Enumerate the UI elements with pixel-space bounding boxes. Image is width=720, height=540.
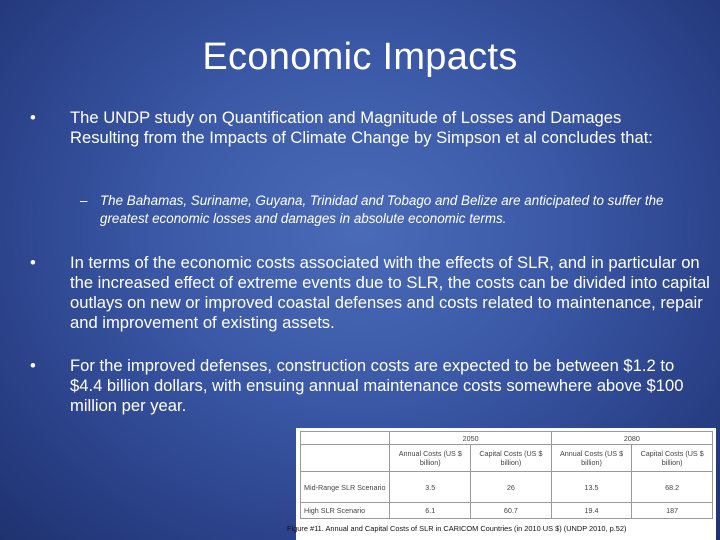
table-cell: 13.5 xyxy=(550,471,633,503)
column-header: Capital Costs (US $ billion) xyxy=(470,444,552,472)
table-cell: 68.2 xyxy=(631,471,713,503)
year-2050-header: 2050 xyxy=(389,431,552,445)
bullet-marker: • xyxy=(30,253,36,272)
table-cell: 60.7 xyxy=(470,502,552,519)
table-cell: 26 xyxy=(470,471,552,503)
table-header-row: Annual Costs (US $ billion) Capital Cost… xyxy=(299,444,713,472)
sub-bullet-marker: – xyxy=(80,193,88,208)
table-header-blank xyxy=(299,444,391,472)
slide-title: Economic Impacts xyxy=(202,36,518,78)
table-cell: 6.1 xyxy=(389,502,472,519)
costs-table: 2050 2080 Annual Costs (US $ billion) Ca… xyxy=(299,431,714,519)
row-label: Mid-Range SLR Scenario xyxy=(299,471,391,503)
table-corner-cell xyxy=(299,431,391,445)
sub-bullet-text: The Bahamas, Suriname, Guyana, Trinidad … xyxy=(100,193,664,226)
column-header: Capital Costs (US $ billion) xyxy=(631,444,713,472)
table-cell: 3.5 xyxy=(389,471,472,503)
bullet-marker: • xyxy=(30,356,36,375)
year-2080-header: 2080 xyxy=(550,431,714,445)
table-cell: 19.4 xyxy=(550,502,633,519)
table-row: Mid-Range SLR Scenario 3.5 26 13.5 68.2 xyxy=(299,471,713,503)
row-label: High SLR Scenario xyxy=(299,502,391,519)
table-row: High SLR Scenario 6.1 60.7 19.4 187 xyxy=(299,502,713,519)
bullet-text: For the improved defenses, construction … xyxy=(70,356,684,415)
slr-costs-table: 2050 2080 Annual Costs (US $ billion) Ca… xyxy=(296,428,716,540)
figure-caption: Figure #11. Annual and Capital Costs of … xyxy=(287,524,627,533)
column-header: Annual Costs (US $ billion) xyxy=(389,444,472,472)
table-year-row: 2050 2080 xyxy=(299,431,714,445)
bullet-text: In terms of the economic costs associate… xyxy=(70,253,710,332)
column-header: Annual Costs (US $ billion) xyxy=(550,444,633,472)
bullet-marker: • xyxy=(30,108,36,127)
table-cell: 187 xyxy=(631,502,713,519)
bullet-text: The UNDP study on Quantification and Mag… xyxy=(70,108,653,147)
